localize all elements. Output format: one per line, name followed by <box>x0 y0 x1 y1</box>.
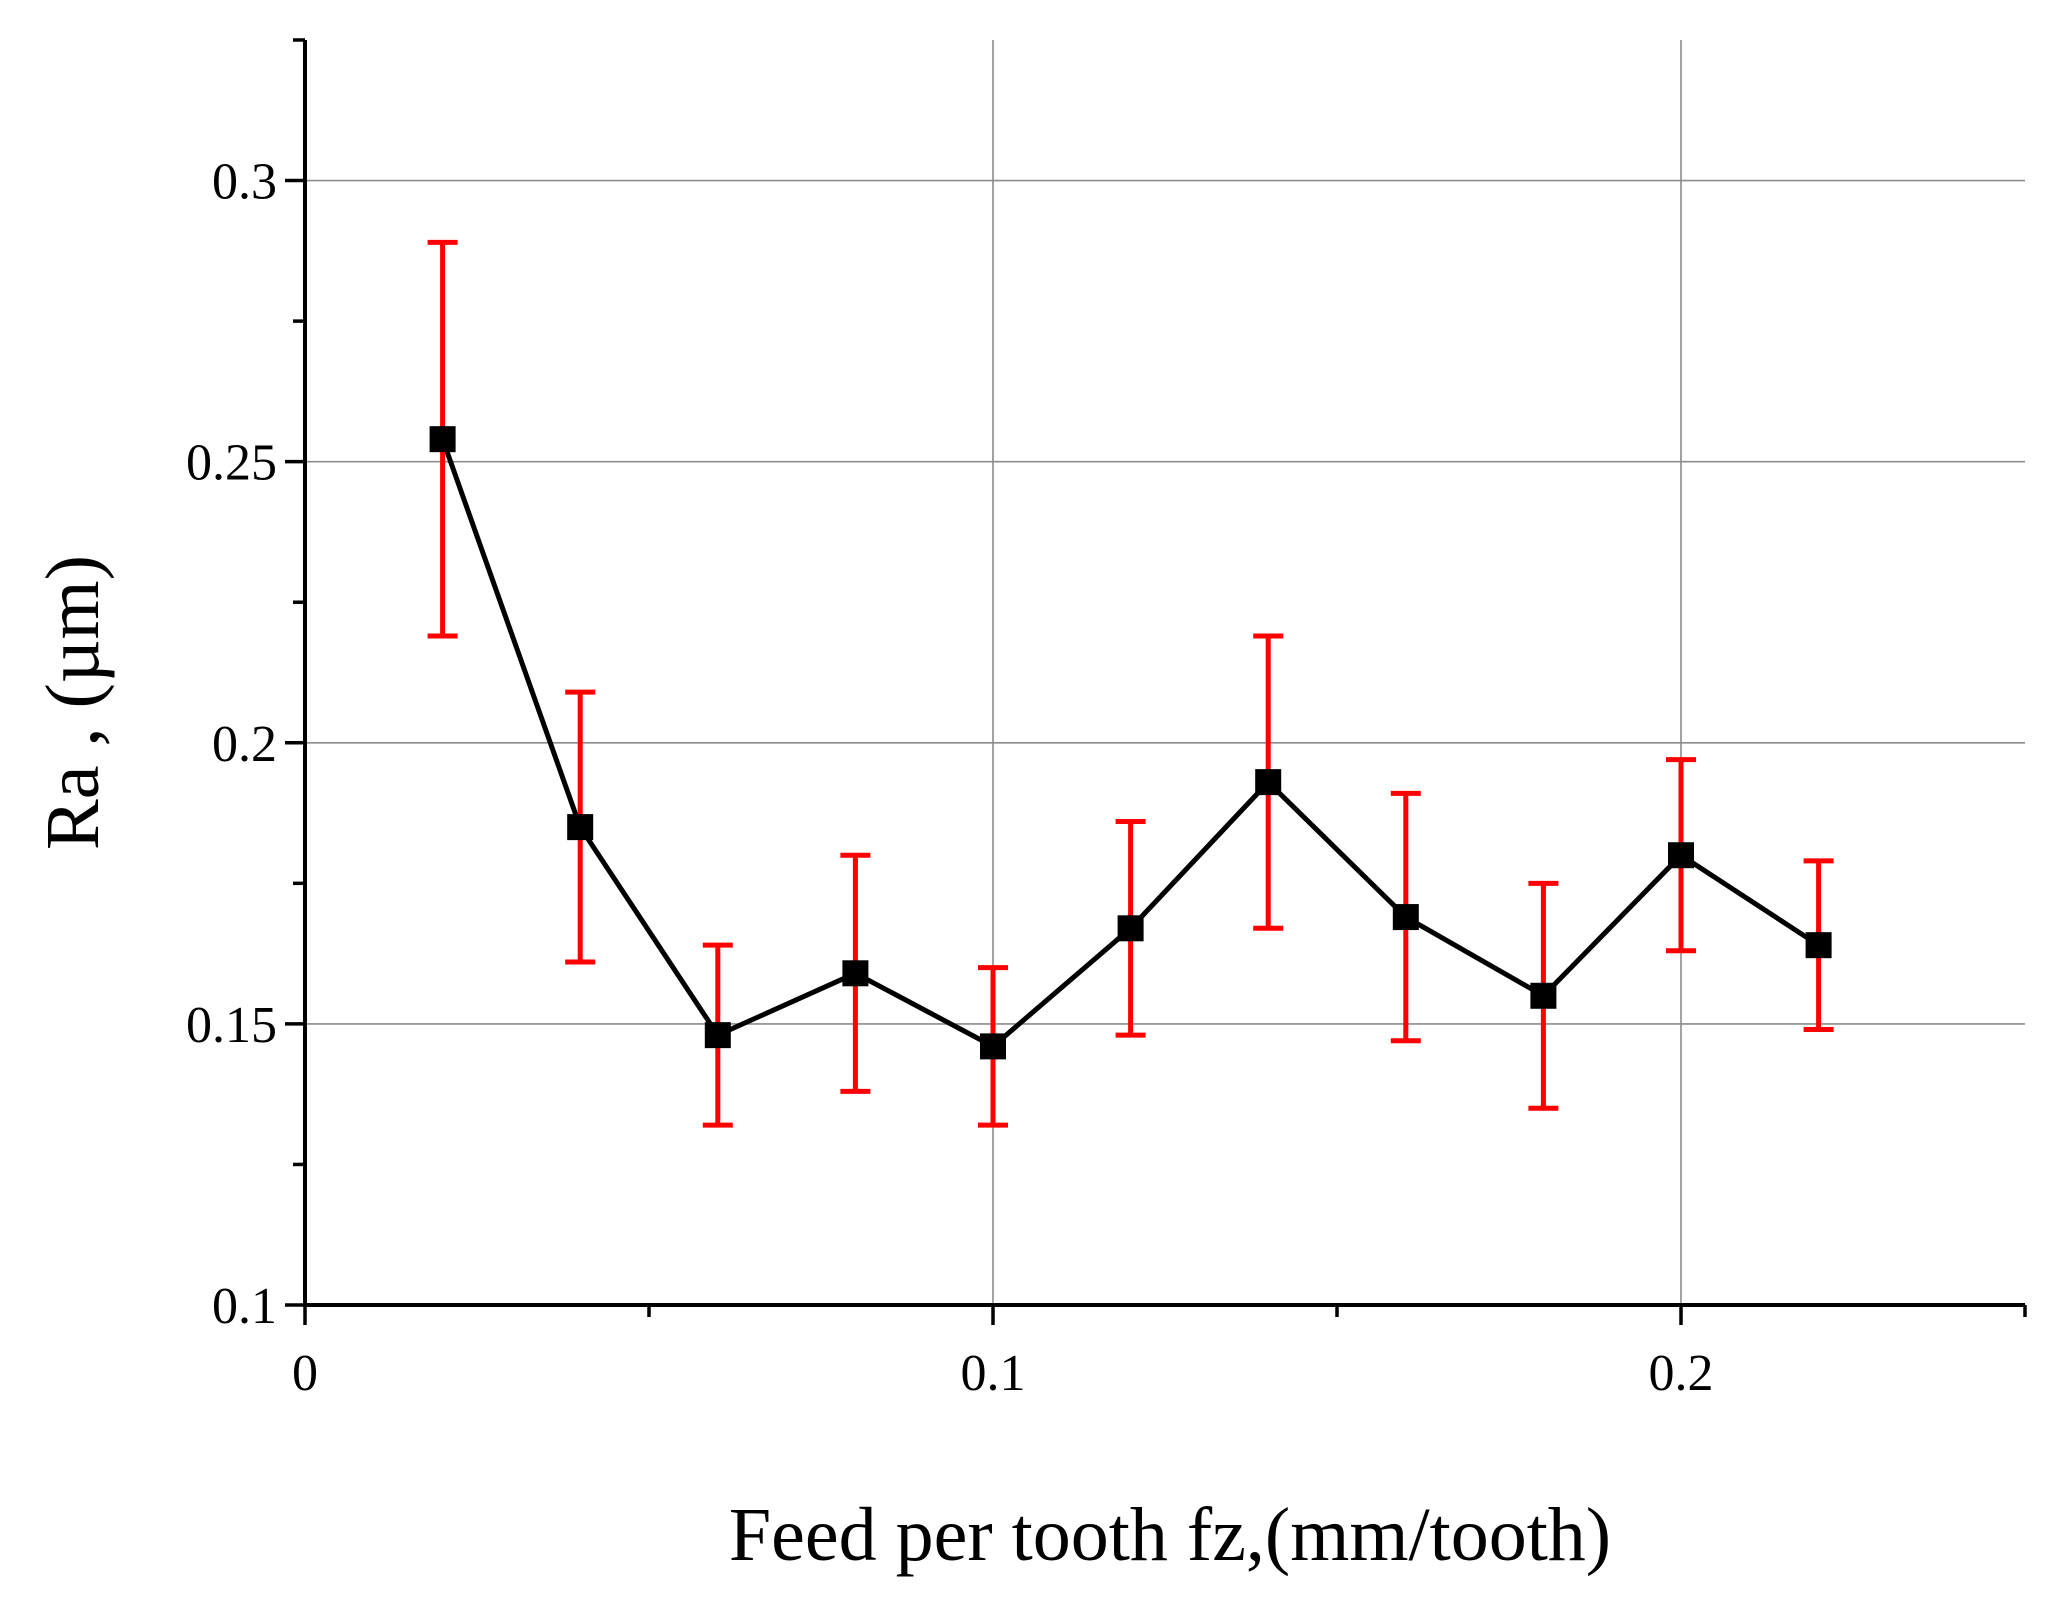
data-point <box>1668 842 1694 869</box>
axes <box>303 40 2025 1307</box>
y-tick-label: 0.1 <box>212 1278 277 1335</box>
data-point <box>1530 982 1557 1009</box>
y-tick-label: 0.15 <box>186 997 277 1054</box>
y-tick-label: 0.3 <box>212 154 277 211</box>
data-point <box>980 1033 1006 1060</box>
x-axis-title: Feed per tooth fz,(mm/tooth) <box>729 1493 1611 1577</box>
y-axis-title: Ra , (µm) <box>31 555 115 850</box>
markers <box>429 426 1832 1060</box>
ticks <box>285 38 2027 1325</box>
data-point <box>704 1022 731 1049</box>
data-point <box>567 814 594 841</box>
x-tick-label: 0.2 <box>1649 1345 1714 1402</box>
y-tick-label: 0.2 <box>212 716 277 773</box>
data-point <box>1117 915 1144 942</box>
data-point <box>1392 904 1419 931</box>
x-tick-label: 0 <box>292 1345 318 1402</box>
data-point <box>1255 769 1282 796</box>
error-bars <box>427 239 1834 1128</box>
tick-labels: 0.1 0.15 0.2 0.25 0.3 0 0.1 0.2 <box>186 154 1714 1402</box>
grid <box>305 40 2025 1305</box>
data-point <box>842 960 869 987</box>
data-point <box>429 426 456 453</box>
data-point <box>1805 932 1832 959</box>
x-tick-label: 0.1 <box>961 1345 1026 1402</box>
y-tick-label: 0.25 <box>186 435 277 492</box>
